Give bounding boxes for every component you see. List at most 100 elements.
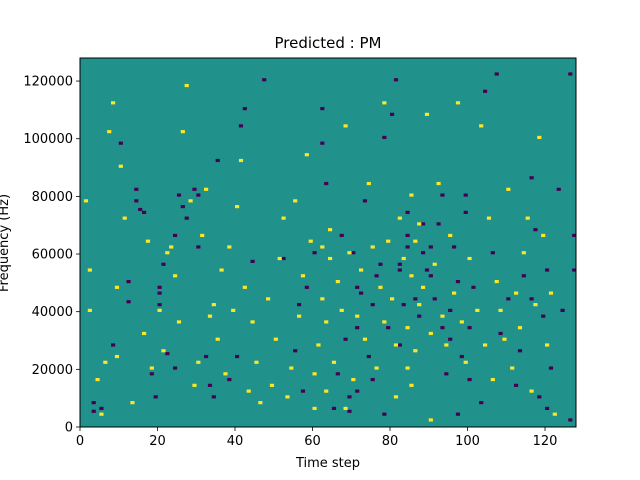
heatmap-cell-low bbox=[421, 251, 426, 255]
heatmap-cell-low bbox=[126, 300, 131, 304]
heatmap-cell-high bbox=[266, 297, 271, 301]
x-tick-label: 40 bbox=[227, 434, 244, 449]
heatmap-cell-low bbox=[297, 303, 302, 307]
heatmap-cell-high bbox=[173, 274, 178, 278]
heatmap-cell-low bbox=[355, 389, 360, 393]
heatmap-cell-low bbox=[91, 401, 96, 405]
heatmap-cell-high bbox=[355, 314, 360, 318]
heatmap-cell-high bbox=[211, 303, 216, 307]
heatmap-cell-low bbox=[490, 251, 495, 255]
heatmap-cell-high bbox=[552, 412, 557, 416]
heatmap-cell-low bbox=[215, 158, 220, 163]
heatmap-cell-high bbox=[285, 395, 290, 399]
heatmap-cell-high bbox=[297, 314, 302, 318]
heatmap-cell-high bbox=[304, 153, 309, 157]
heatmap-cell-low bbox=[405, 233, 410, 238]
heatmap-cell-high bbox=[397, 216, 402, 220]
x-axis: 0 20 40 60 80 100 120 bbox=[76, 427, 558, 449]
heatmap-cell-high bbox=[145, 239, 151, 243]
y-tick-label: 40000 bbox=[32, 305, 73, 320]
heatmap-cell-low bbox=[405, 245, 410, 249]
heatmap-cell-low bbox=[568, 418, 573, 422]
heatmap-cell-low bbox=[397, 262, 402, 266]
heatmap-cell-low bbox=[405, 210, 410, 214]
x-tick-label: 120 bbox=[533, 434, 558, 449]
heatmap-cell-low bbox=[428, 245, 433, 249]
heatmap-cell-high bbox=[405, 326, 410, 330]
x-axis-label: Time step bbox=[295, 456, 360, 471]
x-tick-label: 100 bbox=[455, 434, 480, 449]
heatmap-cell-high bbox=[428, 331, 433, 336]
heatmap-cell-high bbox=[444, 343, 449, 347]
heatmap-cell-high bbox=[417, 222, 422, 226]
heatmap-cell-low bbox=[161, 262, 166, 266]
heatmap-cell-high bbox=[475, 308, 480, 312]
heatmap-cell-high bbox=[300, 274, 306, 278]
heatmap-cell-high bbox=[413, 349, 418, 353]
heatmap-cell-high bbox=[161, 349, 166, 353]
heatmap-cell-high bbox=[436, 181, 441, 186]
heatmap-cell-low bbox=[537, 395, 542, 399]
heatmap-cell-high bbox=[328, 228, 333, 232]
heatmap-cell-low bbox=[324, 181, 329, 186]
heatmap-cell-low bbox=[440, 326, 445, 330]
heatmap-cell-low bbox=[479, 401, 484, 405]
heatmap-cell-high bbox=[448, 233, 453, 238]
heatmap-cell-high bbox=[432, 262, 437, 266]
heatmap-cell-low bbox=[455, 279, 461, 284]
heatmap-cell-high bbox=[258, 401, 263, 405]
heatmap-cell-high bbox=[529, 389, 534, 393]
heatmap-cell-low bbox=[126, 279, 131, 284]
heatmap-cell-low bbox=[463, 193, 468, 197]
heatmap-cell-high bbox=[498, 308, 503, 312]
y-tick-label: 80000 bbox=[32, 190, 73, 205]
heatmap-cell-low bbox=[204, 354, 209, 359]
heatmap-cell-high bbox=[289, 366, 294, 370]
heatmap-cell-low bbox=[541, 314, 546, 318]
heatmap-cell-high bbox=[382, 320, 387, 324]
y-tick-label: 60000 bbox=[32, 248, 73, 263]
heatmap-cell-low bbox=[436, 222, 441, 226]
heatmap-cell-low bbox=[521, 274, 526, 278]
heatmap-cell-low bbox=[471, 285, 476, 289]
heatmap-cell-high bbox=[107, 130, 112, 134]
heatmap-cell-high bbox=[517, 326, 523, 330]
heatmap-cell-low bbox=[347, 409, 352, 413]
heatmap-cell-low bbox=[157, 291, 162, 295]
heatmap-cell-low bbox=[134, 199, 139, 203]
heatmap-cell-low bbox=[320, 107, 325, 111]
heatmap-cell-low bbox=[444, 372, 449, 376]
heatmap-cell-high bbox=[246, 389, 251, 393]
heatmap-cell-low bbox=[514, 383, 519, 387]
heatmap-cell-high bbox=[545, 343, 550, 347]
heatmap-cell-high bbox=[393, 395, 399, 399]
heatmap-cell-high bbox=[428, 418, 433, 422]
heatmap-cell-high bbox=[223, 372, 228, 376]
x-tick-label: 80 bbox=[382, 434, 399, 449]
heatmap-cell-high bbox=[149, 366, 154, 370]
heatmap-cell-high bbox=[362, 337, 368, 341]
heatmap-cell-high bbox=[250, 320, 255, 324]
heatmap-cell-low bbox=[351, 251, 356, 255]
heatmap-cell-high bbox=[114, 285, 120, 289]
heatmap-cells bbox=[83, 72, 577, 422]
heatmap-background bbox=[80, 58, 576, 427]
heatmap-cell-low bbox=[238, 124, 244, 128]
heatmap-cell-low bbox=[397, 268, 402, 272]
heatmap-cell-low bbox=[281, 256, 286, 261]
heatmap-cell-high bbox=[235, 205, 240, 209]
heatmap-cell-high bbox=[204, 187, 209, 191]
heatmap-cell-high bbox=[548, 291, 554, 295]
heatmap-cell-low bbox=[506, 297, 511, 301]
heatmap-cell-high bbox=[269, 383, 275, 387]
heatmap-cell-high bbox=[409, 383, 414, 387]
heatmap-cell-low bbox=[545, 268, 550, 272]
heatmap-cell-high bbox=[409, 274, 414, 278]
heatmap-cell-low bbox=[413, 297, 418, 301]
heatmap-cell-low bbox=[192, 187, 197, 191]
heatmap-cell-low bbox=[331, 406, 337, 410]
heatmap-cell-high bbox=[180, 130, 185, 134]
heatmap-cell-low bbox=[529, 297, 534, 301]
heatmap-cell-high bbox=[390, 297, 395, 301]
heatmap-cell-high bbox=[215, 337, 220, 341]
